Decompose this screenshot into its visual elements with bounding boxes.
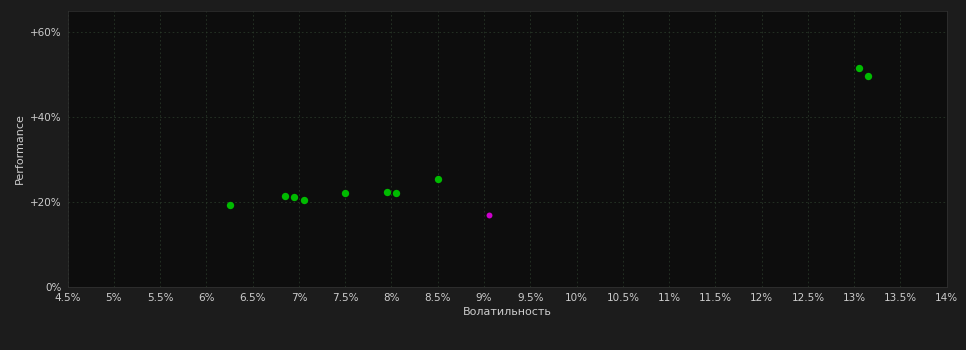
Point <box>277 193 293 198</box>
Point <box>861 74 876 79</box>
Y-axis label: Performance: Performance <box>14 113 25 184</box>
Point <box>222 203 238 208</box>
Point <box>851 65 867 71</box>
Point <box>296 197 311 203</box>
X-axis label: Волатильность: Волатильность <box>463 307 552 317</box>
Point <box>430 176 445 181</box>
Point <box>481 212 497 217</box>
Point <box>287 194 302 199</box>
Point <box>337 191 353 196</box>
Point <box>379 189 394 195</box>
Point <box>388 191 404 196</box>
